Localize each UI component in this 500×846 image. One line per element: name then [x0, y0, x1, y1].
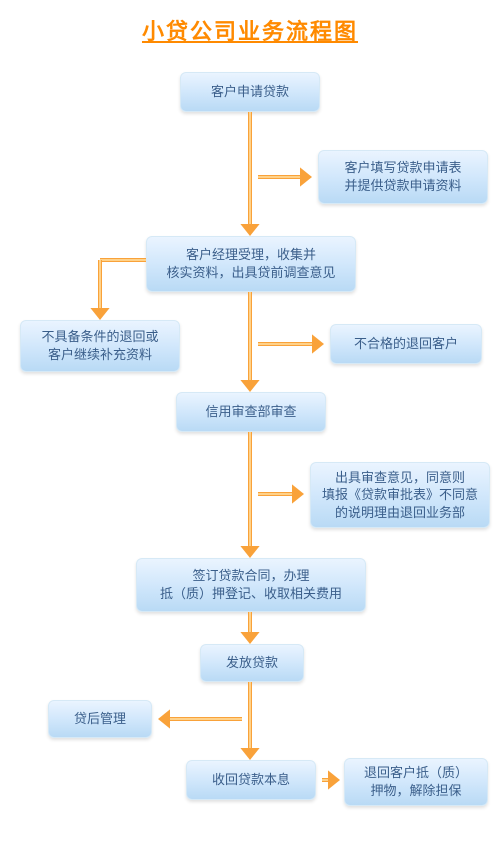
side-post-loan: 贷后管理	[48, 700, 152, 738]
node-manager-accept: 客户经理受理，收集并 核实资料，出具贷前调查意见	[146, 236, 356, 292]
node-apply: 客户申请贷款	[180, 72, 320, 112]
node-disburse: 发放贷款	[200, 644, 304, 682]
side-unqualified: 不合格的退回客户	[330, 324, 482, 364]
side-review-opinion: 出具审查意见，同意则 填报《贷款审批表》不同意 的说明理由退回业务部	[310, 462, 490, 528]
node-credit-review: 信用审查部审查	[176, 392, 326, 432]
side-fill-form: 客户填写贷款申请表 并提供贷款申请资料	[318, 150, 488, 204]
side-return-left: 不具备条件的退回或 客户继续补充资料	[20, 320, 180, 372]
node-sign-contract: 签订贷款合同，办理 抵（质）押登记、收取相关费用	[136, 558, 366, 612]
side-release: 退回客户抵（质） 押物，解除担保	[344, 758, 488, 806]
page-title: 小贷公司业务流程图	[0, 14, 500, 46]
flowchart-stage: 小贷公司业务流程图 客户申请贷款 客户填写贷款申请表 并提供贷款申请资料 客户经…	[0, 0, 500, 846]
node-recover: 收回贷款本息	[186, 760, 316, 800]
